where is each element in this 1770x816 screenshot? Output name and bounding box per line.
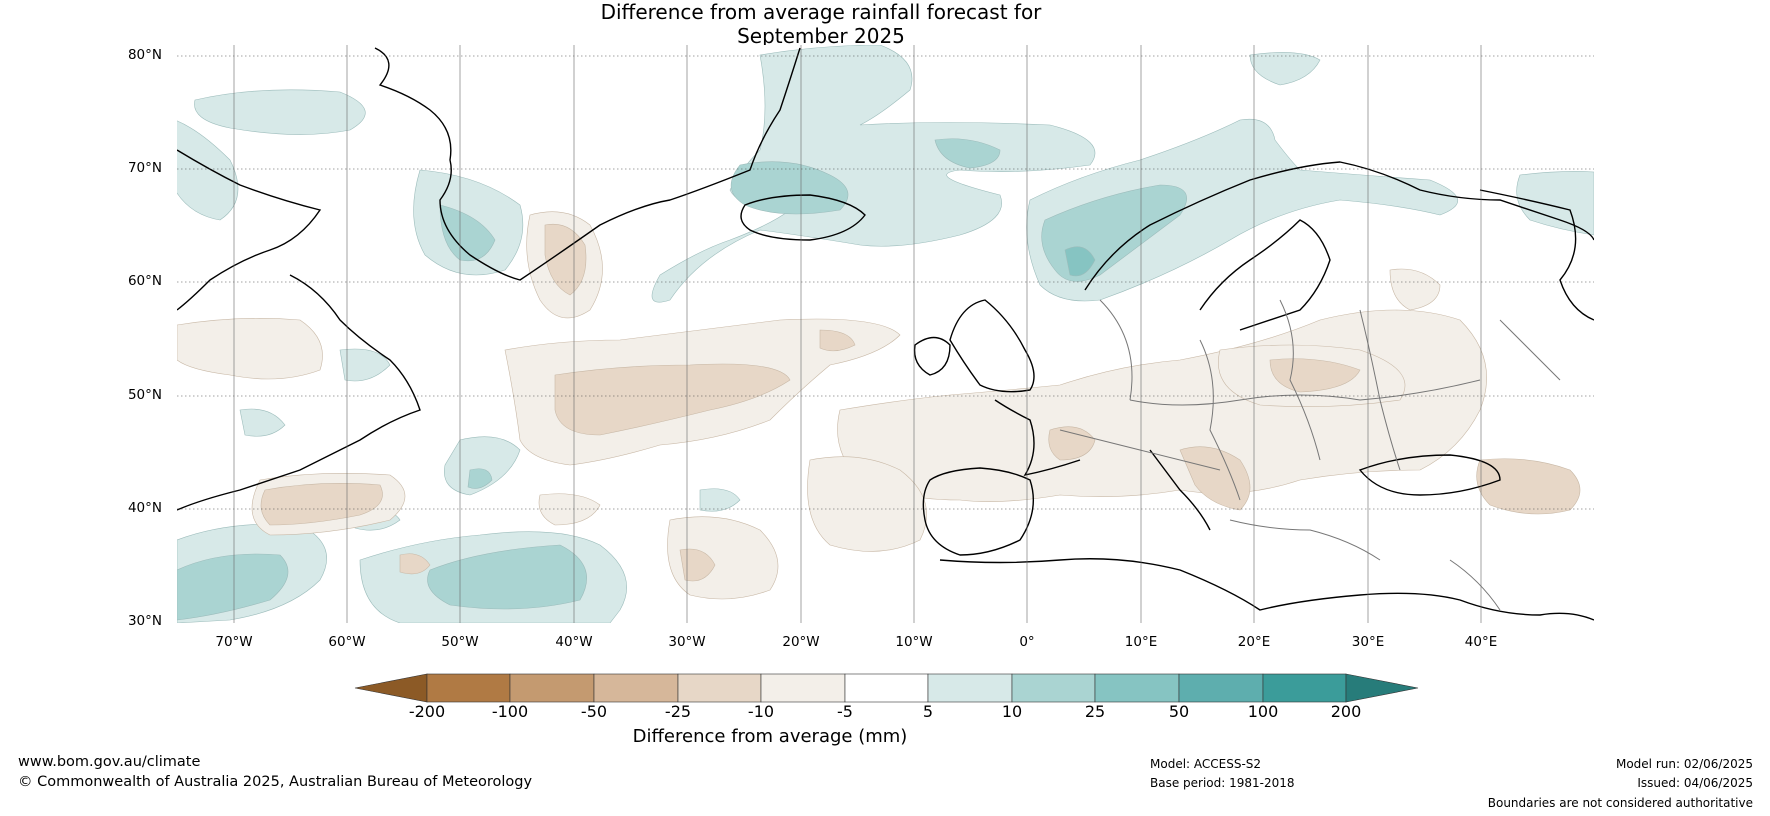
france-coast bbox=[994, 399, 1081, 476]
ireland bbox=[913, 336, 951, 376]
website-link[interactable]: www.bom.gov.au/climate bbox=[18, 754, 201, 770]
colorbar-bins bbox=[354, 673, 1419, 703]
lon-label-0: 0° bbox=[1019, 634, 1035, 650]
model-run-date: Model run: 02/06/2025 bbox=[1615, 757, 1753, 771]
colorbar-bin-8 bbox=[1011, 673, 1096, 703]
lon-label-10w: 10°W bbox=[895, 634, 933, 650]
boundary-disclaimer: Boundaries are not considered authoritat… bbox=[1487, 796, 1753, 810]
lat-label-40n: 40°N bbox=[127, 500, 162, 516]
colorbar-tick: -10 bbox=[747, 702, 775, 721]
lat-label-60n: 60°N bbox=[127, 273, 162, 289]
greenland-coast bbox=[374, 47, 801, 281]
lon-label-10e: 10°E bbox=[1124, 634, 1158, 650]
iceland-coast bbox=[740, 194, 866, 241]
issued-date: Issued: 04/06/2025 bbox=[1637, 776, 1753, 790]
lat-label-50n: 50°N bbox=[127, 387, 162, 403]
colorbar-bin-3 bbox=[593, 673, 679, 703]
lon-label-40e: 40°E bbox=[1464, 634, 1498, 650]
lon-label-60w: 60°W bbox=[328, 634, 366, 650]
colorbar-tick: 200 bbox=[1330, 702, 1362, 721]
russia-north-coast bbox=[1479, 189, 1594, 321]
model-name: Model: ACCESS-S2 bbox=[1150, 757, 1262, 771]
colorbar-bin-9 bbox=[1094, 673, 1180, 703]
meridians bbox=[233, 45, 1482, 623]
lon-label-70w: 70°W bbox=[215, 634, 253, 650]
colorbar-extend-low bbox=[354, 673, 428, 703]
dry-anomaly-regions bbox=[177, 211, 1581, 600]
coastlines bbox=[177, 47, 1594, 621]
lon-label-30e: 30°E bbox=[1351, 634, 1385, 650]
scandinavia-coast bbox=[1084, 161, 1594, 291]
colorbar-bin-2 bbox=[509, 673, 595, 703]
italy-coast bbox=[1149, 449, 1211, 531]
lat-label-70n: 70°N bbox=[127, 160, 162, 176]
lon-label-20e: 20°E bbox=[1237, 634, 1271, 650]
colorbar-tick: 50 bbox=[1168, 702, 1190, 721]
colorbar-tick: -50 bbox=[580, 702, 608, 721]
map-title: Difference from average rainfall forecas… bbox=[0, 0, 1751, 48]
colorbar-tick: -5 bbox=[837, 702, 853, 721]
country-borders bbox=[1059, 299, 1561, 611]
base-period: Base period: 1981-2018 bbox=[1150, 776, 1295, 790]
colorbar-bin-1 bbox=[426, 673, 511, 703]
colorbar-title: Difference from average (mm) bbox=[632, 726, 908, 747]
colorbar-bin-11 bbox=[1262, 673, 1347, 703]
lon-label-20w: 20°W bbox=[782, 634, 820, 650]
colorbar-tick: -25 bbox=[664, 702, 692, 721]
colorbar-bin-10 bbox=[1178, 673, 1264, 703]
colorbar-tick: 10 bbox=[1001, 702, 1023, 721]
canada-coast bbox=[177, 149, 322, 311]
baltic-coast bbox=[1199, 219, 1331, 331]
colorbar-bin-5 bbox=[760, 673, 846, 703]
copyright-text: © Commonwealth of Australia 2025, Austra… bbox=[18, 774, 533, 790]
wet-anomaly-regions bbox=[177, 45, 1594, 623]
iberia-coast bbox=[922, 467, 1035, 556]
lat-label-30n: 30°N bbox=[127, 613, 162, 629]
colorbar-tick: 25 bbox=[1084, 702, 1106, 721]
colorbar-tick: -100 bbox=[491, 702, 529, 721]
map-title-line2: September 2025 bbox=[737, 24, 905, 48]
lon-label-30w: 30°W bbox=[668, 634, 706, 650]
colorbar-bin-4 bbox=[677, 673, 762, 703]
colorbar-bin-6 bbox=[844, 673, 929, 703]
lat-label-80n: 80°N bbox=[127, 47, 162, 63]
colorbar-tick: 5 bbox=[922, 702, 934, 721]
lon-label-40w: 40°W bbox=[555, 634, 593, 650]
mediterranean-south bbox=[939, 558, 1594, 621]
great-britain bbox=[949, 299, 1035, 393]
colorbar-extend-high bbox=[1345, 673, 1419, 703]
black-sea bbox=[1358, 454, 1501, 496]
labrador-coast bbox=[177, 274, 421, 511]
map-title-line1: Difference from average rainfall forecas… bbox=[600, 0, 1042, 24]
colorbar-tick: 100 bbox=[1247, 702, 1279, 721]
lon-label-50w: 50°W bbox=[441, 634, 479, 650]
colorbar-tick: -200 bbox=[408, 702, 446, 721]
map-plot-area bbox=[177, 45, 1594, 623]
gridlines bbox=[177, 55, 1594, 510]
colorbar-bin-7 bbox=[927, 673, 1013, 703]
